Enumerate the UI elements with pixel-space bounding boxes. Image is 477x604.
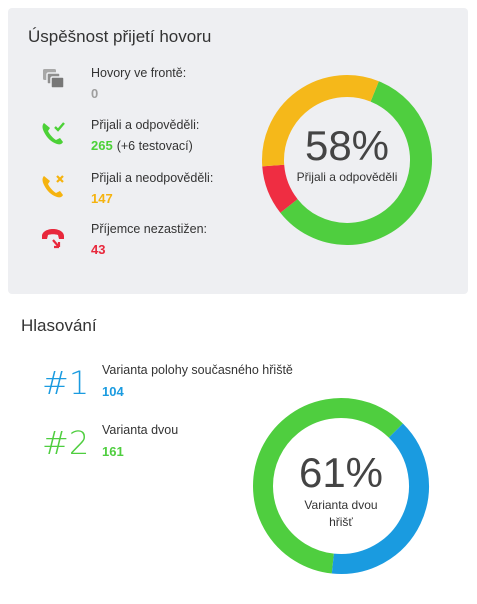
stat-answered-value: 265 (+6 testovací) xyxy=(91,138,193,153)
voting-donut-chart xyxy=(253,398,429,574)
stat-answered-note: (+6 testovací) xyxy=(116,139,193,153)
voting-title: Hlasování xyxy=(21,316,97,335)
stat-queue-label: Hovory ve frontě: xyxy=(91,66,187,80)
vote-value-1: 104 xyxy=(102,384,124,399)
vote-label-1: Varianta polohy současného hřiště xyxy=(102,363,293,377)
voting-percent: 61% xyxy=(298,449,384,496)
vote-rank-1: #1 xyxy=(42,364,90,402)
stat-no-answer-label: Přijali a neodpověděli: xyxy=(91,171,214,185)
call-success-card: Úspěšnost přijetí hovoru Hovory ve front… xyxy=(8,8,468,294)
stat-answered-label: Přijali a odpověděli: xyxy=(91,118,200,132)
call-success-donut: 58% Přijali a odpověděli xyxy=(261,74,433,246)
call-queue-icon xyxy=(43,69,65,89)
stat-unreached-label: Příjemce nezastižen: xyxy=(91,222,208,236)
vote-rank-2: #2 xyxy=(42,424,90,462)
phone-x-icon xyxy=(42,175,64,198)
call-donut-segment-2 xyxy=(262,164,298,213)
call-donut-segment-1 xyxy=(280,81,432,245)
voting-caption: Varianta dvou hřišť xyxy=(304,498,378,529)
call-success-title: Úspěšnost přijetí hovoru xyxy=(28,27,212,46)
stat-queue-value: 0 xyxy=(91,86,99,101)
voting-donut: 61% Varianta dvou hřišť xyxy=(252,397,430,575)
phone-check-icon xyxy=(42,122,65,145)
stat-unreached-value: 43 xyxy=(91,242,106,257)
call-success-caption: Přijali a odpověděli xyxy=(296,170,398,184)
stat-no-answer-value: 147 xyxy=(91,191,113,206)
call-success-percent: 58% xyxy=(304,122,390,169)
call-success-donut-chart xyxy=(262,75,432,245)
vote-value-2: 161 xyxy=(102,444,124,459)
call-donut-segment-3 xyxy=(262,75,379,167)
phone-missed-icon xyxy=(42,229,64,249)
voting-donut-segment-2 xyxy=(331,423,429,574)
vote-label-2: Varianta dvou xyxy=(102,423,179,437)
voting-donut-segment-1 xyxy=(253,398,403,574)
